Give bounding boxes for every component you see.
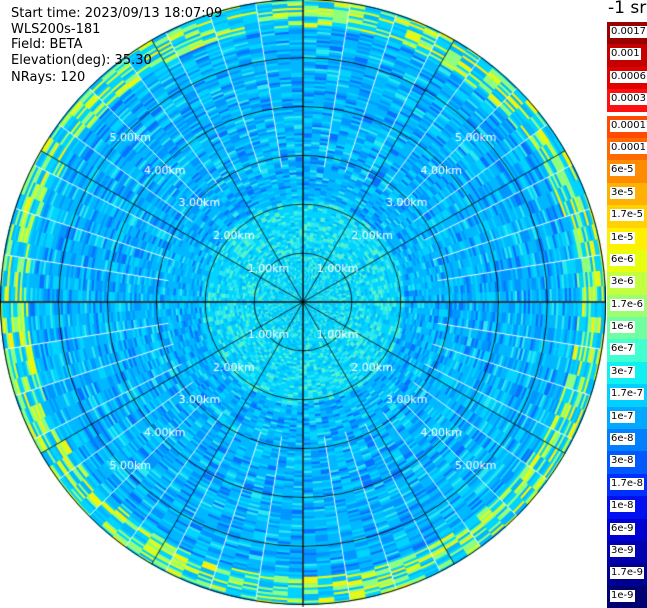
colorbar-swatch: 6e-8: [607, 429, 647, 452]
colorbar-swatch: 3e-5: [607, 182, 647, 206]
colorbar-tick-label: 1.7e-7: [610, 388, 645, 401]
colorbar-tick-label: 0.0003: [610, 93, 647, 106]
elevation-text: Elevation(deg): 35.30: [11, 53, 152, 68]
colorbar-tick-label: 6e-6: [610, 253, 635, 266]
instrument-name-text: WLS200s-181: [11, 22, 101, 37]
colorbar-swatch: 1.7e-5: [607, 205, 647, 228]
colorbar-swatch: 0.0003: [607, 89, 647, 112]
colorbar-tick-label: 0.0017: [610, 26, 647, 38]
colorbar-tick-label: 0.0006: [610, 70, 647, 83]
colorbar-tick-label: 1.7e-5: [610, 209, 645, 222]
colorbar-tick-label: 1e-6: [610, 321, 635, 334]
colorbar-swatch: 3e-7: [607, 361, 647, 385]
colorbar-swatch: 1e-5: [607, 227, 647, 250]
colorbar-tick-label: 1e-5: [610, 231, 635, 244]
colorbar-tick-label: 3e-7: [610, 365, 635, 378]
colorbar-tick-label: 1.7e-8: [610, 477, 645, 490]
colorbar-tick-label: 1e-9: [610, 589, 635, 602]
colorbar-swatch: 1e-9: [607, 585, 647, 608]
colorbar-swatch: 1.7e-9: [607, 563, 647, 586]
colorbar-swatch: 6e-6: [607, 249, 647, 273]
colorbar-swatch: 6e-5: [607, 160, 647, 183]
colorbar-unit-title: -1 sr: [608, 0, 647, 18]
colorbar-swatch: 0.0001: [607, 137, 647, 161]
colorbar-swatch: 1.7e-8: [607, 473, 647, 497]
colorbar-tick-label: 3e-5: [610, 186, 635, 199]
colorbar-tick-label: 1e-8: [610, 500, 635, 513]
colorbar-swatch: 3e-8: [607, 451, 647, 474]
colorbar-tick-label: 1.7e-9: [610, 567, 645, 580]
colorbar-swatch: 1.7e-7: [607, 384, 647, 407]
colorbar-swatch: 0.00017: [607, 115, 647, 138]
colorbar-swatch: 3e-6: [607, 272, 647, 295]
colorbar-swatch: 3e-9: [607, 540, 647, 564]
colorbar-tick-label: 6e-9: [610, 522, 635, 535]
colorbar-swatch: 0.001: [607, 44, 647, 67]
ppi-scan-plot: [0, 0, 606, 607]
colorbar-tick-label: 1.7e-6: [610, 298, 645, 311]
colorbar-tick-label: 3e-6: [610, 276, 635, 289]
colorbar-gap: [607, 111, 647, 116]
colorbar-tick-label: 1e-7: [610, 410, 635, 423]
colorbar-tick-label: 0.00017: [610, 119, 647, 132]
colorbar-tick-label: 3e-9: [610, 544, 635, 557]
colorbar-swatch: 1e-8: [607, 496, 647, 519]
colorbar-swatch: 0.0006: [607, 66, 647, 90]
colorbar-swatch: 0.0017: [607, 22, 647, 45]
colorbar-swatch: 6e-7: [607, 339, 647, 362]
start-time-text: Start time: 2023/09/13 18:07:09: [11, 6, 223, 21]
colorbar-tick-label: 6e-8: [610, 433, 635, 446]
colorbar-tick-label: 0.0001: [610, 141, 647, 154]
colorbar-tick-label: 6e-5: [610, 164, 635, 177]
field-text: Field: BETA: [11, 37, 83, 52]
colorbar-swatch: 6e-9: [607, 518, 647, 541]
colorbar-swatch: 1e-7: [607, 406, 647, 430]
colorbar-swatch: 1e-6: [607, 317, 647, 340]
colorbar-legend: 0.0017 0.001 0.0006 0.0003 0.00017 0.0001 6e-5…: [607, 22, 647, 608]
colorbar-tick-label: 3e-8: [610, 455, 635, 468]
colorbar-tick-label: 0.001: [610, 48, 641, 61]
nrays-text: NRays: 120: [11, 70, 86, 85]
colorbar-swatch: 1.7e-6: [607, 294, 647, 318]
colorbar-tick-label: 6e-7: [610, 343, 635, 356]
